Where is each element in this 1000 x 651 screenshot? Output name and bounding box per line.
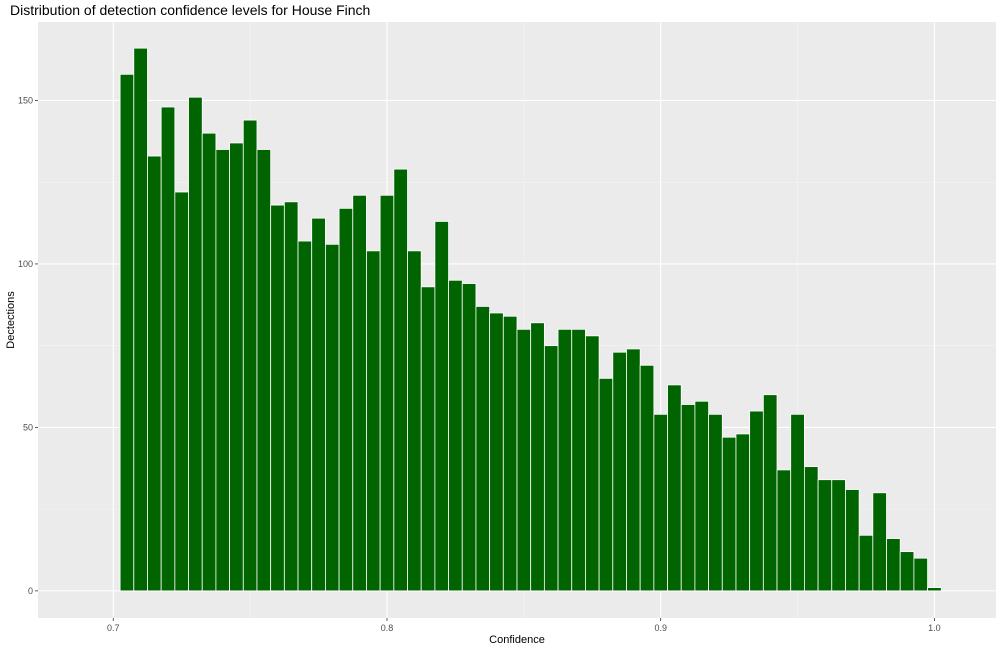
histogram-bar xyxy=(585,335,600,592)
y-tick-label: 50 xyxy=(23,422,33,432)
histogram-bar xyxy=(612,351,627,592)
histogram-bar xyxy=(776,469,792,592)
histogram-bar xyxy=(283,201,299,592)
histogram-bar xyxy=(489,312,504,592)
histogram-bar xyxy=(845,489,860,592)
histogram-bar xyxy=(502,315,518,592)
y-axis-title: Dectections xyxy=(5,291,17,349)
y-tick-label: 0 xyxy=(28,586,33,596)
histogram-bar xyxy=(420,286,436,592)
histogram-bar xyxy=(461,283,477,592)
x-axis-title: Confidence xyxy=(489,634,545,646)
histogram-bar xyxy=(270,204,285,592)
histogram-bar xyxy=(407,250,422,592)
histogram-bar xyxy=(708,413,723,592)
x-tick-label: 0.9 xyxy=(654,623,667,633)
x-tick-label: 0.8 xyxy=(381,623,394,633)
histogram-bar xyxy=(338,207,354,592)
histogram-bar xyxy=(174,191,189,592)
histogram-bar xyxy=(626,348,641,592)
histogram-bar xyxy=(297,240,313,592)
x-tick-label: 0.7 xyxy=(107,623,120,633)
histogram-bar xyxy=(694,400,710,592)
histogram-bar xyxy=(598,377,614,592)
histogram-bar xyxy=(817,479,833,592)
histogram-bar xyxy=(229,142,244,592)
x-axis: 0.7 0.8 0.9 1.0 xyxy=(107,618,941,633)
histogram-bar xyxy=(530,322,545,592)
histogram-bar xyxy=(434,221,449,592)
y-axis: 0 50 100 150 xyxy=(18,95,38,596)
histogram-bar xyxy=(858,534,874,592)
histogram-bar xyxy=(680,404,696,592)
histogram-bar xyxy=(393,168,408,592)
chart-title: Distribution of detection confidence lev… xyxy=(10,2,371,18)
bars xyxy=(119,47,942,592)
histogram-bar xyxy=(571,328,586,592)
histogram-bar xyxy=(913,557,928,592)
histogram-bar xyxy=(242,119,258,592)
y-tick-label: 100 xyxy=(18,259,33,269)
histogram-bar xyxy=(927,587,942,592)
x-tick-label: 1.0 xyxy=(928,623,941,633)
histogram-bar xyxy=(366,250,381,592)
histogram-bar xyxy=(667,384,682,592)
histogram-bar xyxy=(256,149,272,592)
histogram-bar xyxy=(886,538,901,592)
histogram-bar xyxy=(119,73,135,592)
histogram-bar xyxy=(872,492,887,592)
histogram-bar xyxy=(749,410,764,592)
histogram-bar xyxy=(831,479,846,592)
histogram-bar xyxy=(735,433,751,592)
histogram-bar xyxy=(352,194,367,592)
histogram-bar xyxy=(324,243,340,592)
histogram-bar xyxy=(804,466,819,592)
y-tick-label: 150 xyxy=(18,95,33,105)
histogram-bar xyxy=(653,413,668,592)
histogram-bar xyxy=(379,194,395,592)
histogram-bar xyxy=(557,328,573,592)
histogram-bar xyxy=(475,306,491,592)
histogram-bar xyxy=(543,345,559,592)
histogram-bar xyxy=(899,551,915,592)
histogram-bar xyxy=(215,149,231,592)
histogram-bar xyxy=(721,436,737,592)
histogram-bar xyxy=(160,106,176,592)
histogram-bar xyxy=(639,364,655,592)
histogram-bar xyxy=(448,279,463,592)
histogram-bar xyxy=(311,217,326,592)
histogram-bar xyxy=(516,328,532,592)
histogram-bar xyxy=(188,96,203,592)
histogram-bar xyxy=(201,132,217,592)
histogram-bar xyxy=(147,155,162,592)
histogram-bar xyxy=(762,394,778,592)
histogram-bar xyxy=(790,413,805,592)
histogram-bar xyxy=(133,47,148,592)
